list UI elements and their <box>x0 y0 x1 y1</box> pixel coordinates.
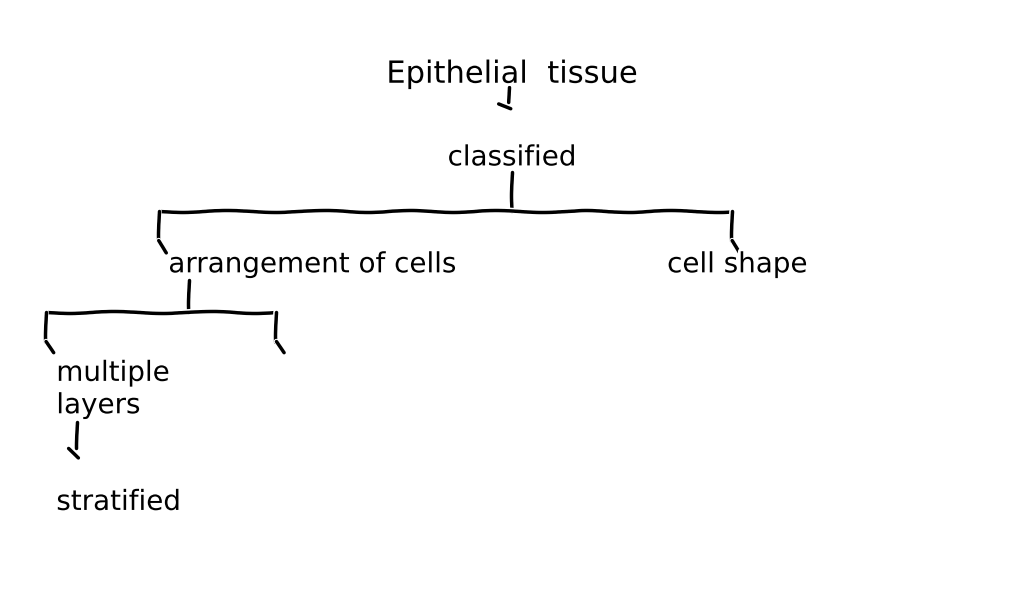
Text: stratified: stratified <box>56 488 181 516</box>
Text: Epithelial  tissue: Epithelial tissue <box>386 60 638 89</box>
Text: multiple
layers: multiple layers <box>56 359 170 419</box>
Text: arrangement of cells: arrangement of cells <box>168 250 457 279</box>
Text: cell shape: cell shape <box>667 250 808 279</box>
Text: classified: classified <box>447 143 577 172</box>
